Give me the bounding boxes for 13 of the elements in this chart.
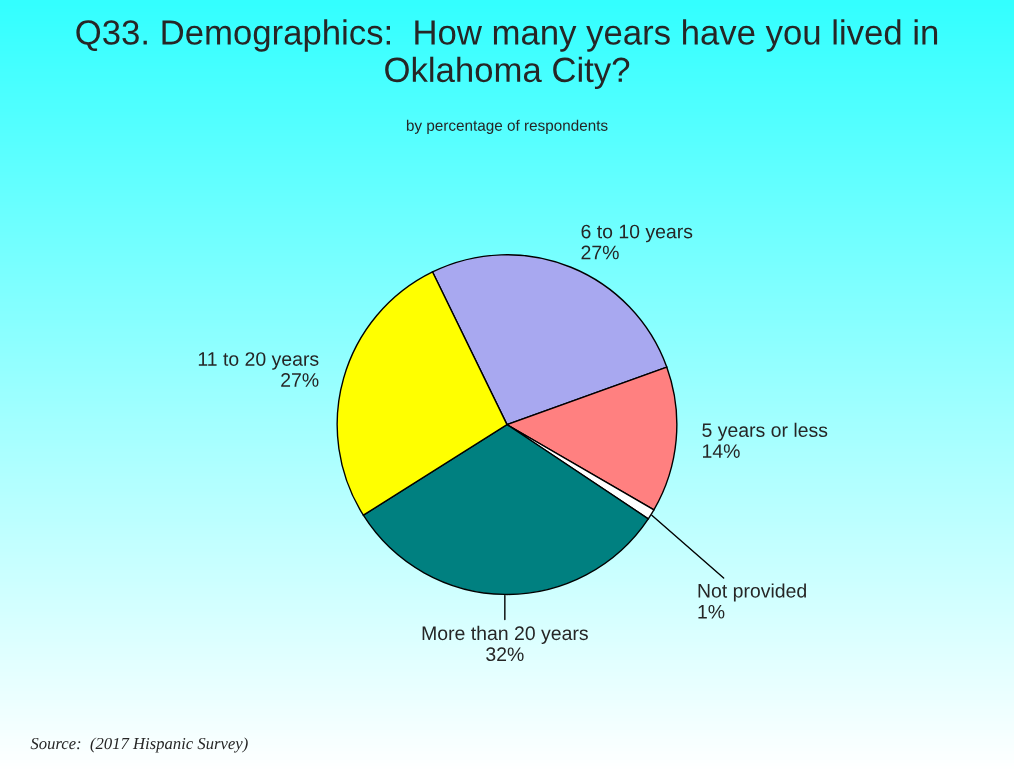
slice-label: Not provided [698,583,806,602]
source-note: Source: (2017 Hispanic Survey) [30,737,248,753]
chart-title: Q33. Demographics: How many years have you lived in Oklahoma City? [76,19,938,90]
slice-label: 11 to 20 years [198,352,319,370]
data-label: 1% [698,604,725,619]
slice-label: More than 20 years [422,625,588,644]
data-label: 27% [281,373,319,387]
data-label: 27% [581,245,619,260]
chart-subtitle: by percentage of respondents [406,119,608,134]
slice-label: 6 to 10 years [581,224,693,243]
data-label: 32% [486,647,524,662]
data-label: 14% [703,444,740,458]
slice-label: 5 years or less [702,422,828,441]
